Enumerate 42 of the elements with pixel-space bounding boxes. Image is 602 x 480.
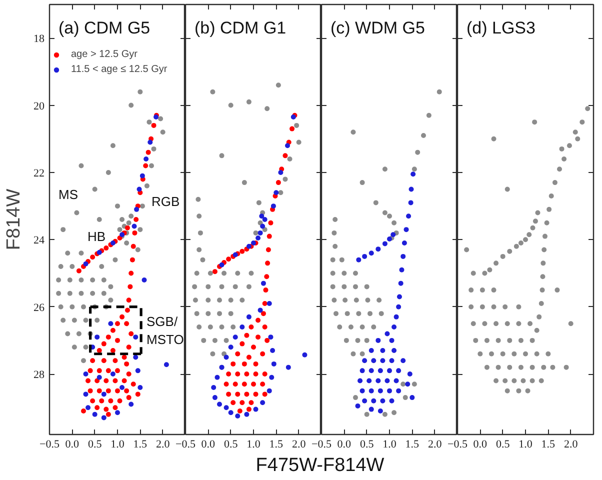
- x-tick-label: 1.0: [110, 438, 125, 450]
- x-tick-label: 1.5: [541, 438, 556, 450]
- x-tick-label: 2.0: [156, 438, 170, 450]
- x-tick-label: 0.5: [224, 438, 238, 450]
- text: (c) WDM G5: [330, 18, 425, 38]
- annotation: SGB/ MSTO: [146, 314, 184, 347]
- text: (b) CDM G1: [194, 18, 286, 38]
- y-tick-label: 22: [34, 167, 44, 180]
- y-tick-label: 26: [34, 302, 45, 314]
- x-tick-label: 0.0: [337, 438, 352, 450]
- y-tick-label: 28: [34, 369, 45, 382]
- x-tick-label: 1.5: [269, 438, 284, 450]
- annotation: MS: [58, 187, 78, 202]
- x-tick-label: 1.5: [405, 438, 420, 450]
- text: (d) LGS3: [466, 18, 536, 38]
- y-tick-label: 20: [34, 100, 45, 112]
- x-tick-label: 0.5: [88, 438, 102, 450]
- x-tick-label: 1.0: [382, 438, 397, 450]
- y-tick-label: 24: [34, 234, 45, 247]
- x-tick-label: 0.5: [496, 438, 510, 450]
- legend-label: age > 12.5 Gyr: [71, 48, 138, 61]
- x-tick-label: 0.0: [201, 438, 216, 450]
- text: (a) CDM G5: [58, 18, 150, 38]
- x-tick-label: 0.0: [65, 438, 80, 450]
- legend-label: 11.5 < age ≤ 12.5 Gyr: [71, 63, 168, 76]
- x-tick-label: −0.5: [312, 438, 332, 450]
- annotation: RGB: [152, 194, 180, 209]
- annotation: HB: [88, 229, 106, 244]
- x-tick-label: 2.0: [292, 438, 306, 450]
- x-tick-label: 1.5: [133, 438, 148, 450]
- x-tick-label: −0.5: [448, 438, 468, 450]
- x-tick-label: 2.0: [428, 438, 442, 450]
- y-tick-label: 18: [34, 33, 45, 46]
- x-tick-label: 2.0: [564, 438, 578, 450]
- x-tick-label: 0.5: [360, 438, 374, 450]
- y-axis-title: F814W: [4, 188, 24, 250]
- x-axis-title: F475W-F814W: [256, 454, 384, 478]
- x-tick-label: −0.5: [176, 438, 196, 450]
- x-tick-label: 1.0: [246, 438, 261, 450]
- x-tick-label: 0.0: [473, 438, 488, 450]
- x-tick-label: 1.0: [518, 438, 533, 450]
- x-tick-label: −0.5: [40, 438, 60, 450]
